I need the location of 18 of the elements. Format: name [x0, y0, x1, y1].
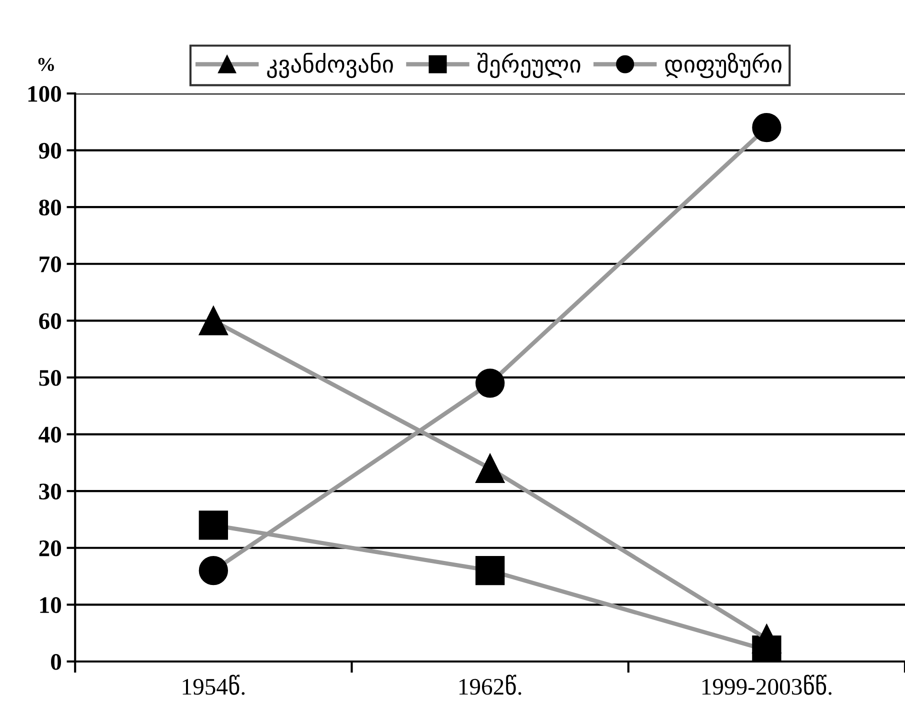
y-tick-label: 20 [39, 540, 62, 556]
y-tick-label: 50 [39, 370, 62, 386]
y-tick-label: 70 [40, 256, 62, 272]
x-tick-label: 1962წ. [459, 674, 522, 695]
y-tick-label: 30 [39, 484, 62, 500]
y-tick-label: 100 [28, 86, 62, 102]
legend-label: დიფუზური [665, 52, 782, 78]
y-tick-label: 0 [51, 654, 62, 670]
legend-label: კვანძოვანი [267, 52, 393, 78]
y-tick-label: 80 [39, 200, 62, 216]
y-axis-title: % [38, 58, 54, 72]
y-tick-label: 60 [39, 313, 62, 330]
x-tick-label: 1954წ. [182, 674, 245, 695]
y-tick-label: 10 [40, 597, 62, 614]
x-tick-label: 1999-2003წწ. [702, 674, 832, 695]
y-tick-label: 40 [38, 426, 62, 443]
y-tick-label: 90 [38, 142, 62, 159]
legend-label: შერეული [477, 52, 580, 78]
